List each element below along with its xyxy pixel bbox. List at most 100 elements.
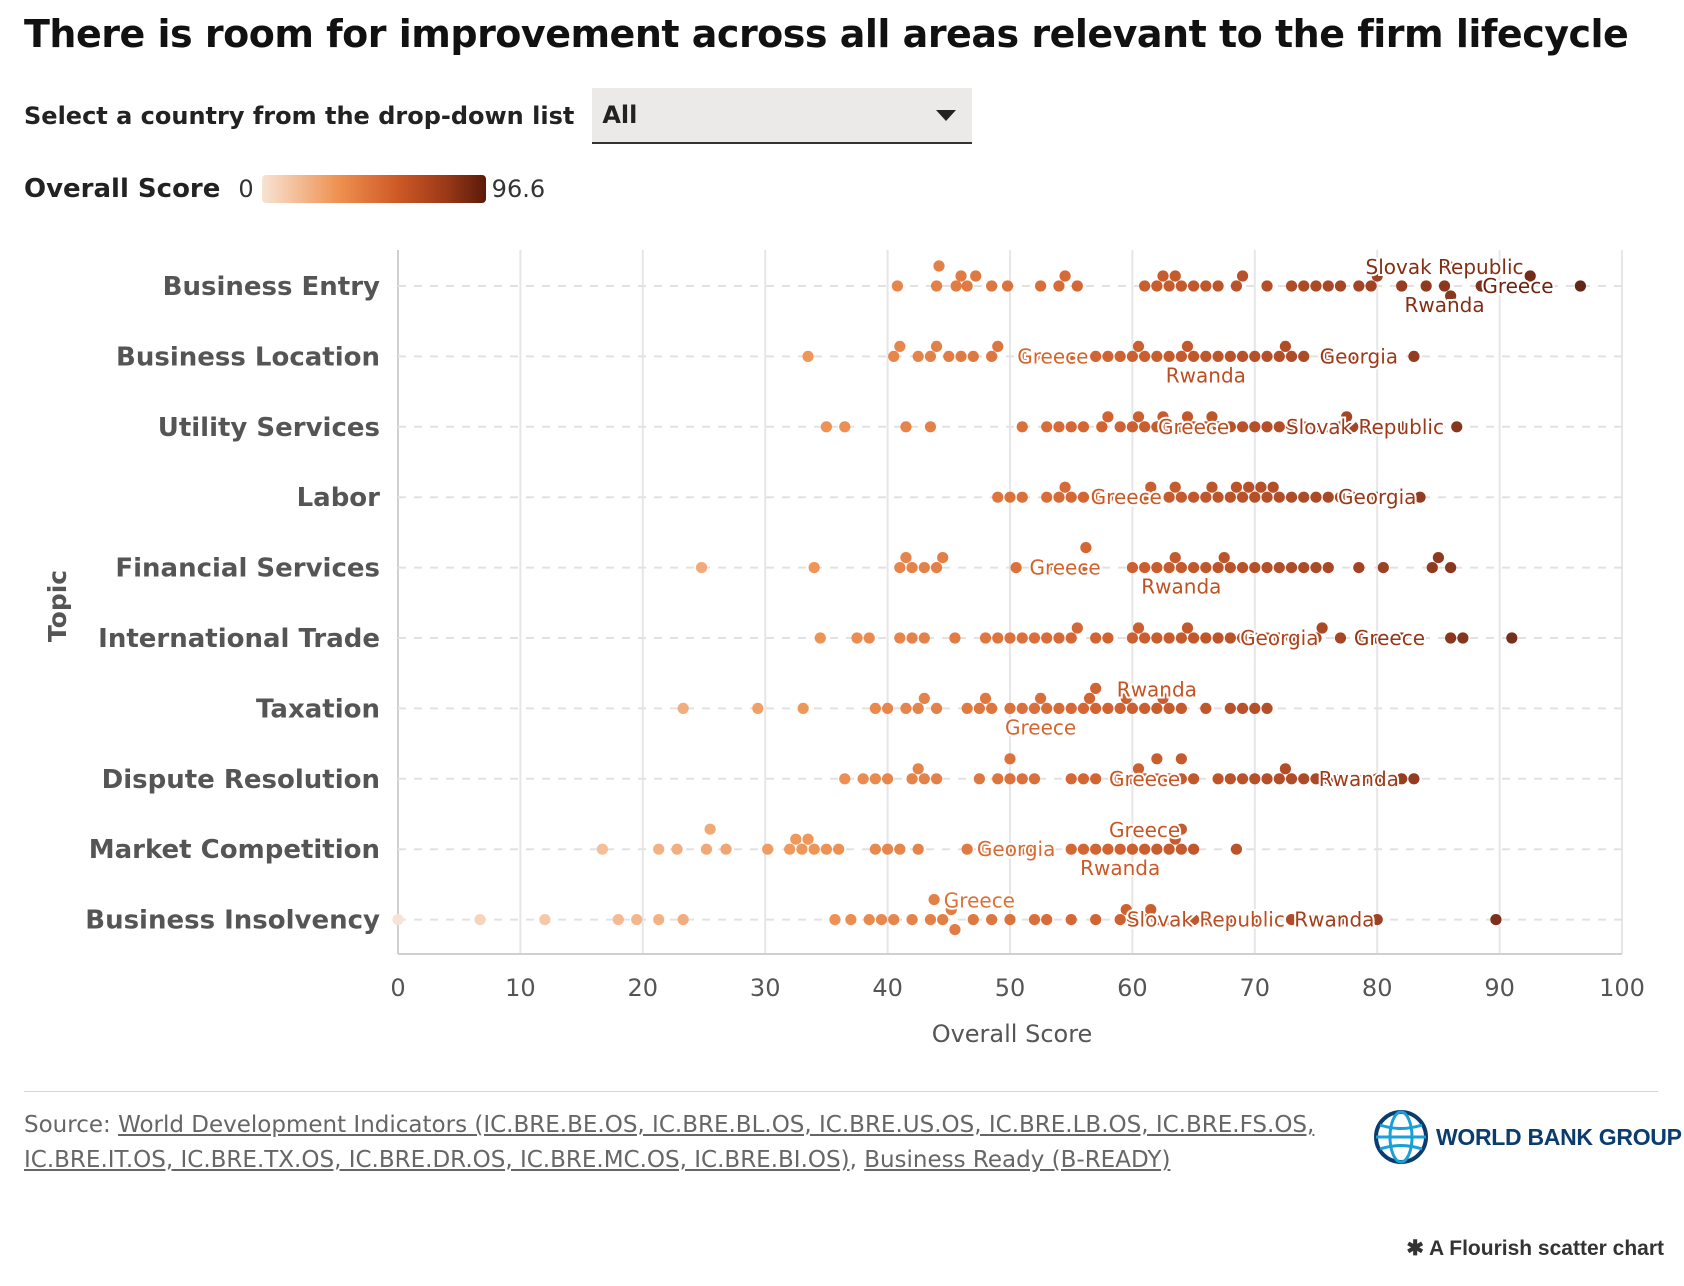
data-point[interactable] [912,702,924,714]
data-point[interactable] [677,702,689,714]
data-point[interactable] [1200,280,1212,292]
data-point[interactable] [1261,773,1273,785]
data-point[interactable] [1322,280,1334,292]
data-point[interactable] [1188,914,1200,926]
data-point[interactable] [1151,280,1163,292]
data-point[interactable] [1236,562,1249,574]
data-point[interactable] [1126,350,1138,362]
data-point[interactable] [1077,773,1090,785]
data-point[interactable] [1053,702,1065,714]
data-point[interactable] [1114,843,1126,855]
data-point[interactable] [762,843,774,855]
data-point[interactable] [950,280,962,292]
data-point[interactable] [1285,914,1298,926]
data-point[interactable] [1249,702,1261,714]
data-point[interactable] [1230,481,1243,493]
data-point[interactable] [1322,350,1334,362]
data-point[interactable] [1065,421,1077,433]
data-point[interactable] [1518,280,1530,292]
data-point[interactable] [1151,702,1163,714]
data-point[interactable] [1353,632,1365,644]
data-point[interactable] [928,894,940,906]
country-dropdown[interactable]: All [592,88,973,144]
data-point[interactable] [979,692,992,704]
data-point[interactable] [986,914,998,926]
data-point[interactable] [1236,350,1249,362]
data-point[interactable] [882,843,894,855]
data-point[interactable] [1298,773,1310,785]
data-point[interactable] [1285,421,1298,433]
data-point[interactable] [869,773,881,785]
data-point[interactable] [924,421,937,433]
data-point[interactable] [1243,481,1255,493]
data-point[interactable] [845,914,857,926]
data-point[interactable] [796,843,808,855]
data-point[interactable] [1408,350,1420,362]
data-point[interactable] [1490,914,1502,926]
data-point[interactable] [869,702,881,714]
data-point[interactable] [912,843,924,855]
data-point[interactable] [1236,632,1249,644]
data-point[interactable] [808,562,820,574]
data-point[interactable] [704,823,716,835]
data-point[interactable] [1041,350,1053,362]
data-point[interactable] [1139,562,1151,574]
data-point[interactable] [1016,421,1028,433]
data-point[interactable] [1114,773,1126,785]
data-point[interactable] [1004,632,1016,644]
data-point[interactable] [1139,421,1151,433]
data-point[interactable] [1102,350,1114,362]
data-point[interactable] [1004,843,1016,855]
data-point[interactable] [1163,562,1175,574]
data-point[interactable] [1371,632,1383,644]
data-point[interactable] [612,914,624,926]
data-point[interactable] [1396,632,1408,644]
data-point[interactable] [1175,350,1187,362]
data-point[interactable] [1175,632,1187,644]
data-point[interactable] [1139,280,1151,292]
data-point[interactable] [1132,763,1145,775]
data-point[interactable] [1126,702,1138,714]
data-point[interactable] [1236,773,1249,785]
data-point[interactable] [973,773,986,785]
data-point[interactable] [1126,491,1138,503]
data-point[interactable] [1334,280,1347,292]
data-point[interactable] [1145,904,1157,916]
data-point[interactable] [1071,280,1083,292]
data-point[interactable] [1126,421,1138,433]
data-point[interactable] [1126,632,1138,644]
data-point[interactable] [1224,702,1236,714]
data-point[interactable] [1090,562,1102,574]
data-point[interactable] [1041,491,1053,503]
data-point[interactable] [1353,280,1365,292]
data-point[interactable] [1408,773,1420,785]
data-point[interactable] [1065,702,1077,714]
data-point[interactable] [1065,773,1077,785]
data-point[interactable] [808,843,820,855]
data-point[interactable] [945,904,957,916]
data-point[interactable] [882,702,894,714]
data-point[interactable] [1028,632,1041,644]
data-point[interactable] [869,843,881,855]
data-point[interactable] [1200,914,1212,926]
data-point[interactable] [1016,491,1028,503]
data-point[interactable] [1181,340,1194,352]
data-point[interactable] [1041,914,1053,926]
data-point[interactable] [1212,421,1224,433]
data-point[interactable] [1249,914,1261,926]
data-point[interactable] [1090,843,1102,855]
data-point[interactable] [1157,411,1169,423]
data-point[interactable] [1090,350,1102,362]
data-point[interactable] [1163,421,1175,433]
data-point[interactable] [1151,421,1163,433]
data-point[interactable] [1120,904,1132,916]
data-point[interactable] [1298,421,1310,433]
data-point[interactable] [1065,350,1077,362]
data-point[interactable] [1188,632,1200,644]
data-point[interactable] [1151,491,1163,503]
data-point[interactable] [829,914,841,926]
data-point[interactable] [1445,290,1457,302]
data-point[interactable] [1041,632,1053,644]
data-point[interactable] [918,562,930,574]
data-point[interactable] [1016,773,1028,785]
